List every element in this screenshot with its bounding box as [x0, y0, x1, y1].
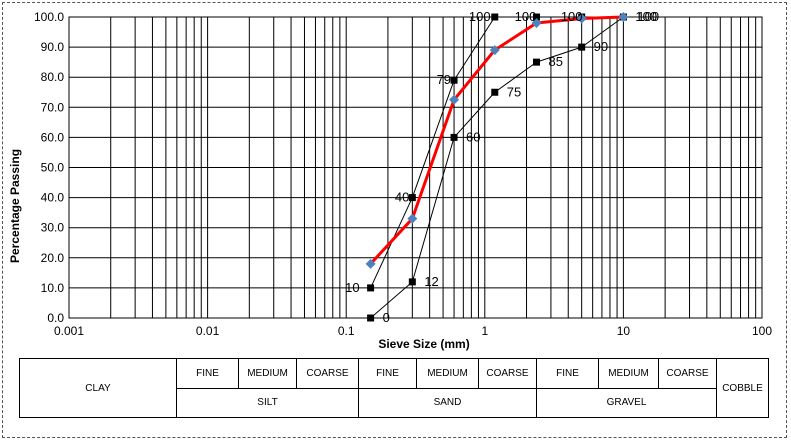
data-label: 79	[437, 72, 451, 87]
data-label: 100	[637, 9, 659, 24]
y-tick-label: 30.0	[41, 221, 65, 235]
series	[365, 12, 629, 322]
x-axis-label: Sieve Size (mm)	[378, 337, 469, 351]
data-point-square	[532, 13, 540, 21]
data-label: 75	[507, 84, 521, 99]
data-point-diamond	[489, 45, 500, 56]
data-label: 40	[395, 190, 409, 205]
silt-fine-cell: FINE	[176, 358, 239, 389]
silt-cell: SILT	[176, 387, 359, 418]
grain-size-chart: 0.010.020.030.040.050.060.070.080.090.01…	[8, 9, 772, 351]
x-tick-label: 100	[752, 324, 772, 338]
data-point-diamond	[531, 18, 542, 29]
gravel-coarse-cell: COARSE	[658, 358, 717, 389]
x-tick-label: 0.1	[338, 324, 355, 338]
y-tick-label: 100.0	[34, 10, 64, 24]
y-axis-label: Percentage Passing	[8, 149, 22, 263]
data-label: 90	[594, 39, 608, 54]
y-tick-label: 70.0	[41, 100, 65, 114]
soil-classification-table: CLAY FINE MEDIUM COARSE FINE MEDIUM COAR…	[19, 358, 769, 418]
x-tick-label: 1	[481, 324, 488, 338]
y-axis-ticks: 0.0 10.0 20.0 30.0 40.0 50.0 60.0 70.0 80.0 90.0 1…	[34, 10, 64, 325]
clay-cell: CLAY	[19, 358, 177, 418]
data-point-diamond	[407, 213, 418, 224]
silt-coarse-cell: COARSE	[296, 358, 359, 389]
data-label: 100	[469, 9, 491, 24]
gravel-medium-cell: MEDIUM	[598, 358, 659, 389]
data-label: 0	[383, 310, 390, 325]
data-point-diamond	[365, 258, 376, 269]
data-point-diamond	[576, 13, 587, 24]
data-point-square	[450, 133, 458, 141]
series-line	[369, 15, 624, 265]
y-tick-label: 40.0	[41, 191, 65, 205]
data-point-diamond	[618, 12, 629, 22]
data-label: 10	[345, 280, 359, 295]
data-label: 100	[515, 9, 537, 24]
y-tick-label: 0.0	[47, 311, 64, 325]
gravel-cell: GRAVEL	[536, 387, 717, 418]
x-tick-label: 10	[617, 324, 631, 338]
data-point-square	[491, 13, 499, 21]
y-tick-label: 50.0	[41, 161, 65, 175]
y-tick-label: 90.0	[41, 40, 65, 54]
x-axis-ticks: 0.001 0.01 0.1 1 10 100	[54, 324, 772, 338]
y-tick-label: 20.0	[41, 251, 65, 265]
y-tick-label: 80.0	[41, 70, 65, 84]
data-point-square	[578, 43, 586, 51]
sand-coarse-cell: COARSE	[478, 358, 537, 389]
y-tick-label: 60.0	[41, 130, 65, 144]
grid	[68, 16, 762, 319]
sand-cell: SAND	[358, 387, 537, 418]
data-label: 100	[561, 9, 583, 24]
plot-area-border	[68, 16, 763, 319]
data-point-square	[408, 278, 416, 286]
series-line	[370, 16, 624, 289]
data-point-square	[367, 314, 375, 322]
y-tick-label: 10.0	[41, 281, 65, 295]
data-label: 85	[548, 54, 562, 69]
data-label: 12	[424, 274, 438, 289]
gravel-fine-cell: FINE	[536, 358, 599, 389]
data-point-square	[367, 284, 375, 292]
x-tick-label: 0.01	[196, 324, 220, 338]
cobble-cell: COBBLE	[716, 358, 769, 418]
data-point-square	[491, 88, 499, 96]
data-point-square	[450, 76, 458, 84]
sand-fine-cell: FINE	[358, 358, 417, 389]
data-point-square	[408, 194, 416, 202]
data-point-square	[532, 58, 540, 66]
data-label: 100	[635, 9, 657, 24]
data-label: 60	[466, 129, 480, 144]
data-point-diamond	[449, 94, 460, 105]
x-tick-label: 0.001	[54, 324, 84, 338]
sand-medium-cell: MEDIUM	[416, 358, 479, 389]
silt-medium-cell: MEDIUM	[238, 358, 297, 389]
